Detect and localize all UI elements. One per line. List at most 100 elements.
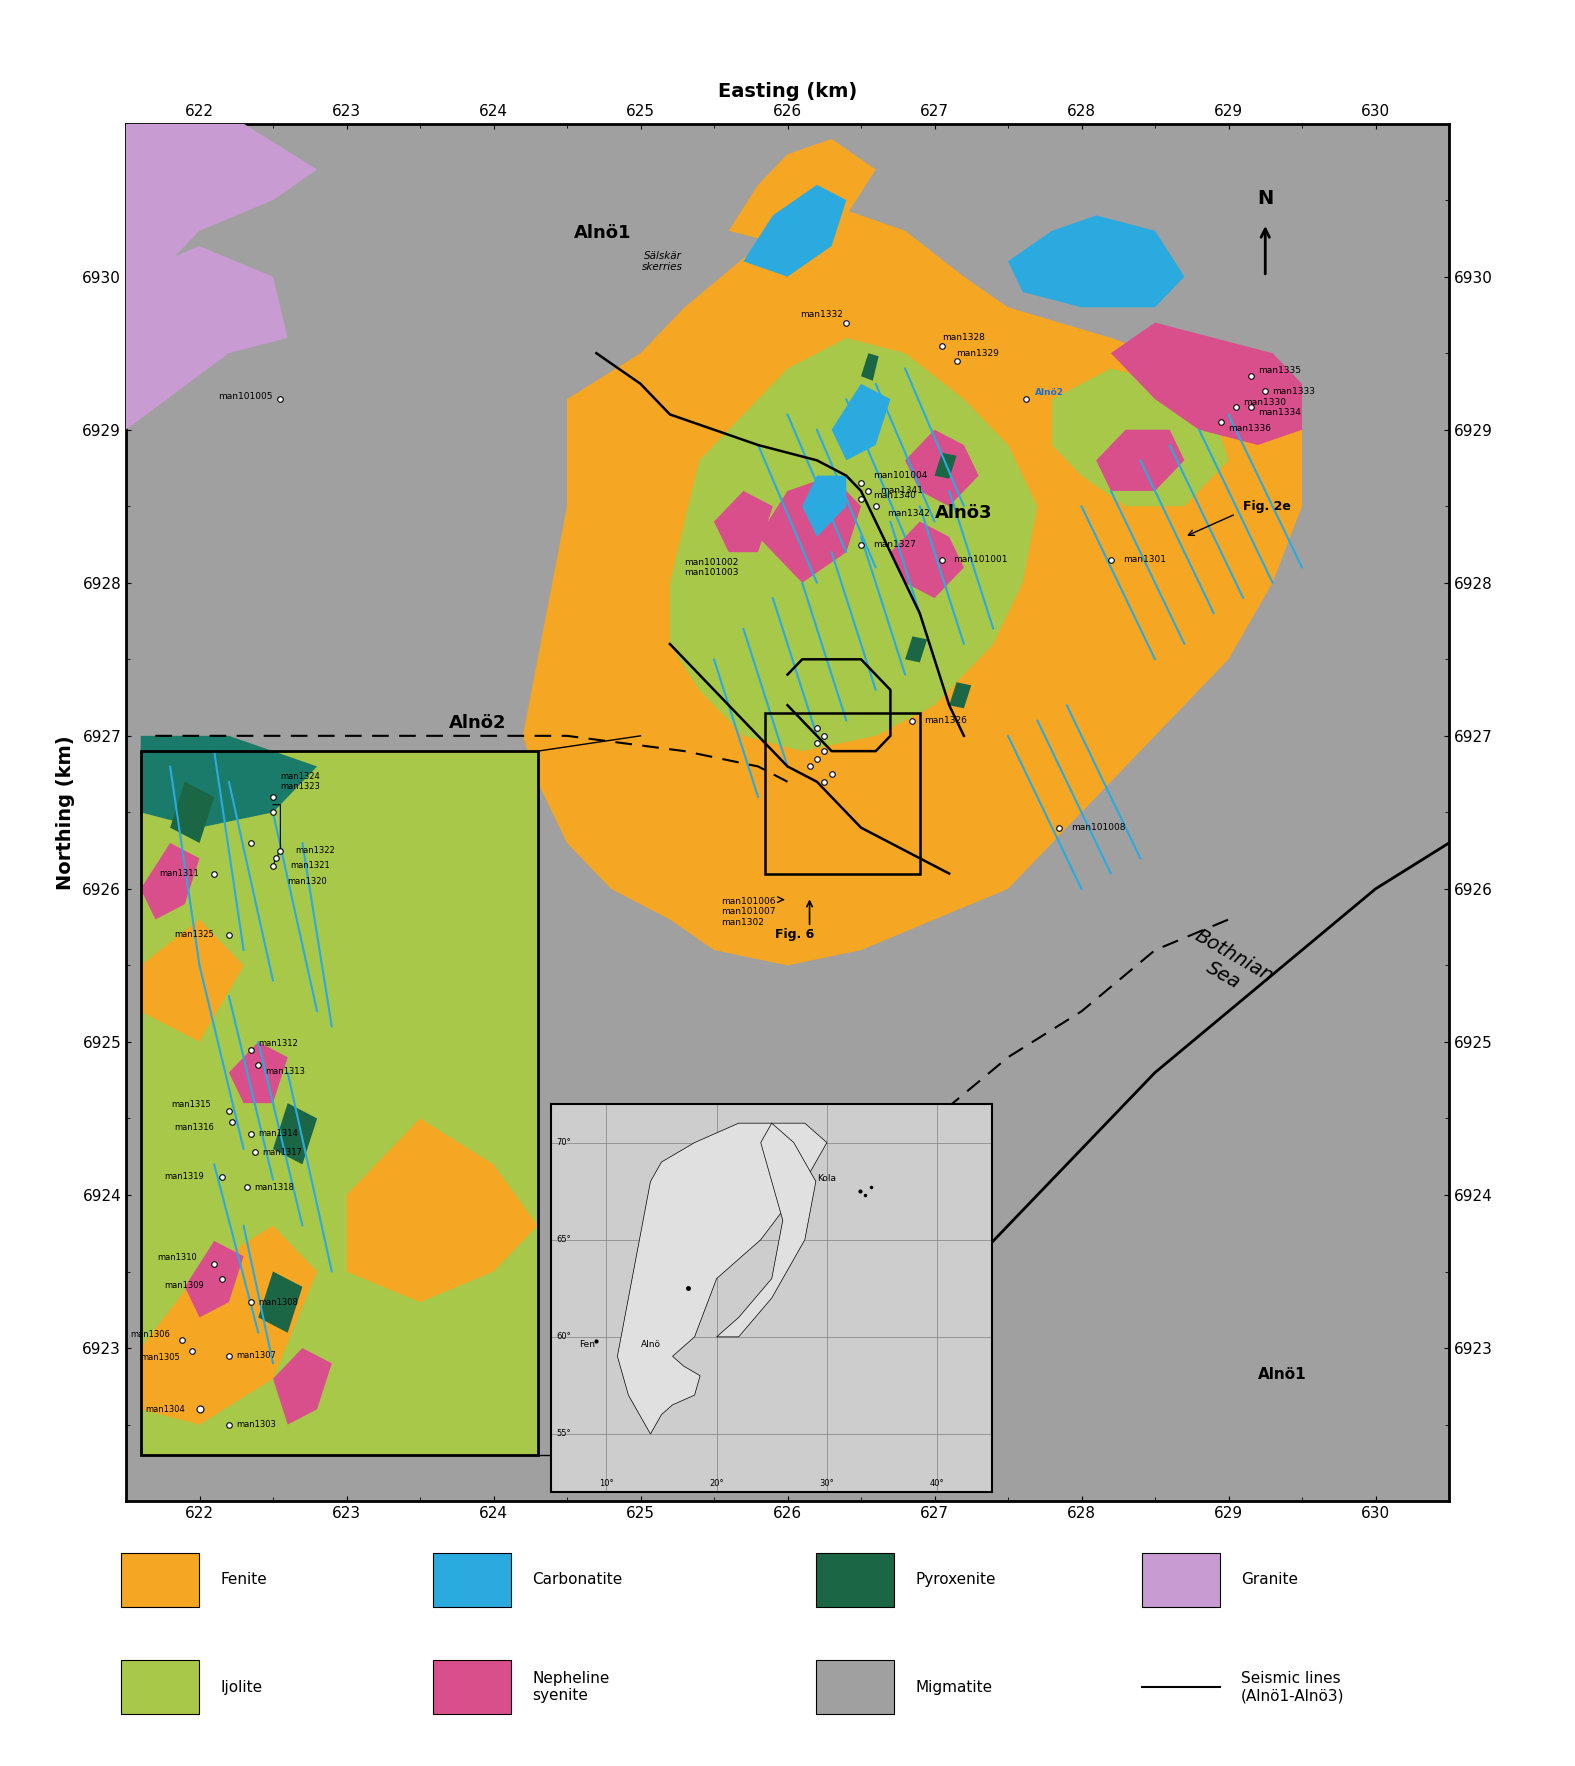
Text: Nepheline
syenite: Nepheline syenite	[532, 1671, 610, 1704]
Text: Pyroxenite: Pyroxenite	[915, 1572, 995, 1588]
Text: Seismic lines
(Alnö1-Alnö3): Seismic lines (Alnö1-Alnö3)	[1241, 1671, 1345, 1704]
Polygon shape	[258, 1272, 302, 1333]
Polygon shape	[228, 1042, 288, 1104]
Text: man1306: man1306	[131, 1330, 170, 1339]
Text: man101002
man101003: man101002 man101003	[685, 558, 739, 577]
Text: man1329: man1329	[956, 348, 1000, 358]
Bar	[816, 1554, 895, 1607]
Text: man1321: man1321	[291, 862, 331, 871]
Text: man1314: man1314	[258, 1128, 298, 1139]
Text: N: N	[1257, 189, 1273, 208]
Polygon shape	[1110, 323, 1303, 445]
Text: Migmatite: Migmatite	[915, 1679, 992, 1695]
Text: Fig. 2e: Fig. 2e	[1243, 500, 1291, 512]
Text: Fenite: Fenite	[221, 1572, 268, 1588]
Text: man1310: man1310	[158, 1254, 197, 1263]
Text: man1320: man1320	[288, 876, 328, 887]
Text: Alnö2: Alnö2	[1035, 389, 1063, 397]
Polygon shape	[272, 1347, 332, 1425]
Text: Alnö1: Alnö1	[575, 224, 632, 242]
Text: man101001: man101001	[953, 555, 1008, 565]
Text: Carbonatite: Carbonatite	[532, 1572, 622, 1588]
Text: Alnö2: Alnö2	[449, 713, 507, 733]
Polygon shape	[729, 140, 876, 245]
Polygon shape	[523, 200, 1303, 966]
Text: 60°: 60°	[558, 1332, 572, 1342]
X-axis label: Easting (km): Easting (km)	[718, 81, 857, 101]
Polygon shape	[140, 751, 537, 1455]
Polygon shape	[890, 521, 964, 599]
Text: man1319: man1319	[164, 1173, 203, 1181]
Polygon shape	[906, 429, 978, 507]
Text: man1305: man1305	[140, 1353, 181, 1362]
Text: Alnö3: Alnö3	[934, 505, 992, 523]
Polygon shape	[906, 636, 928, 662]
Bar	[765, 713, 920, 874]
Polygon shape	[713, 491, 773, 553]
Text: man1325: man1325	[175, 931, 214, 940]
Polygon shape	[950, 682, 972, 708]
Bar	[121, 1554, 198, 1607]
Text: man101005: man101005	[219, 392, 272, 401]
Text: man101006
man101007
man1302: man101006 man101007 man1302	[721, 897, 776, 927]
Text: Fig. 6: Fig. 6	[775, 929, 814, 941]
Polygon shape	[758, 475, 862, 583]
Text: man1342: man1342	[887, 509, 931, 519]
Bar	[121, 1660, 198, 1713]
Text: man1335: man1335	[1258, 366, 1301, 374]
Text: man1324
man1323: man1324 man1323	[280, 772, 320, 791]
Polygon shape	[126, 124, 317, 307]
Text: man1317: man1317	[263, 1148, 302, 1157]
Text: man1316: man1316	[175, 1123, 214, 1132]
Text: man1330: man1330	[1243, 397, 1287, 406]
Polygon shape	[140, 842, 200, 920]
Text: Alnö: Alnö	[641, 1340, 660, 1349]
Bar	[433, 1660, 510, 1713]
Text: 40°: 40°	[929, 1480, 945, 1489]
Text: man1328: man1328	[942, 334, 984, 343]
Text: man1340: man1340	[873, 491, 915, 500]
Text: man101004: man101004	[873, 472, 928, 480]
Text: 20°: 20°	[709, 1480, 724, 1489]
Text: 10°: 10°	[598, 1480, 614, 1489]
Bar	[816, 1660, 895, 1713]
Polygon shape	[669, 337, 1038, 751]
Text: Alnö1: Alnö1	[1258, 1367, 1307, 1381]
Polygon shape	[170, 782, 214, 842]
Bar	[140, 751, 537, 1455]
Bar	[433, 1554, 510, 1607]
Text: man1304: man1304	[145, 1404, 184, 1415]
Text: Kola: Kola	[817, 1174, 836, 1183]
Text: man1332: man1332	[800, 311, 843, 320]
Text: man1313: man1313	[266, 1067, 306, 1075]
Polygon shape	[717, 1123, 816, 1337]
Polygon shape	[832, 383, 890, 461]
Text: 30°: 30°	[819, 1480, 835, 1489]
Text: man1308: man1308	[258, 1298, 298, 1307]
Text: 55°: 55°	[558, 1429, 572, 1439]
Text: man1341: man1341	[880, 486, 923, 496]
Text: man1315: man1315	[172, 1100, 211, 1109]
Polygon shape	[743, 185, 846, 277]
Text: Ijolite: Ijolite	[221, 1679, 263, 1695]
Text: 65°: 65°	[558, 1234, 572, 1245]
Bar	[1142, 1554, 1221, 1607]
Text: man1336: man1336	[1228, 424, 1271, 433]
Text: man1326: man1326	[925, 715, 967, 726]
Text: man1318: man1318	[254, 1183, 295, 1192]
Text: man101008: man101008	[1071, 823, 1126, 832]
Text: Granite: Granite	[1241, 1572, 1298, 1588]
Text: Fen: Fen	[580, 1340, 595, 1349]
Y-axis label: Northing (km): Northing (km)	[57, 735, 76, 890]
Polygon shape	[1008, 215, 1184, 307]
Text: man1301: man1301	[1123, 555, 1166, 565]
Polygon shape	[140, 736, 317, 828]
Polygon shape	[1052, 369, 1228, 507]
Text: man1311: man1311	[159, 869, 200, 878]
Polygon shape	[1096, 429, 1184, 491]
Text: man1327: man1327	[873, 540, 915, 549]
Text: Alnö3: Alnö3	[699, 1136, 753, 1153]
Polygon shape	[346, 1118, 537, 1302]
Polygon shape	[272, 1104, 317, 1164]
Polygon shape	[126, 245, 288, 429]
